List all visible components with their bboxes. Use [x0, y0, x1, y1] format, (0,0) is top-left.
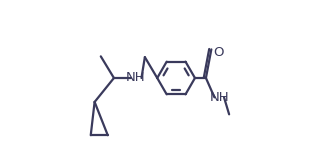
Text: NH: NH [209, 91, 229, 104]
Text: O: O [213, 46, 224, 59]
Text: NH: NH [126, 71, 145, 85]
